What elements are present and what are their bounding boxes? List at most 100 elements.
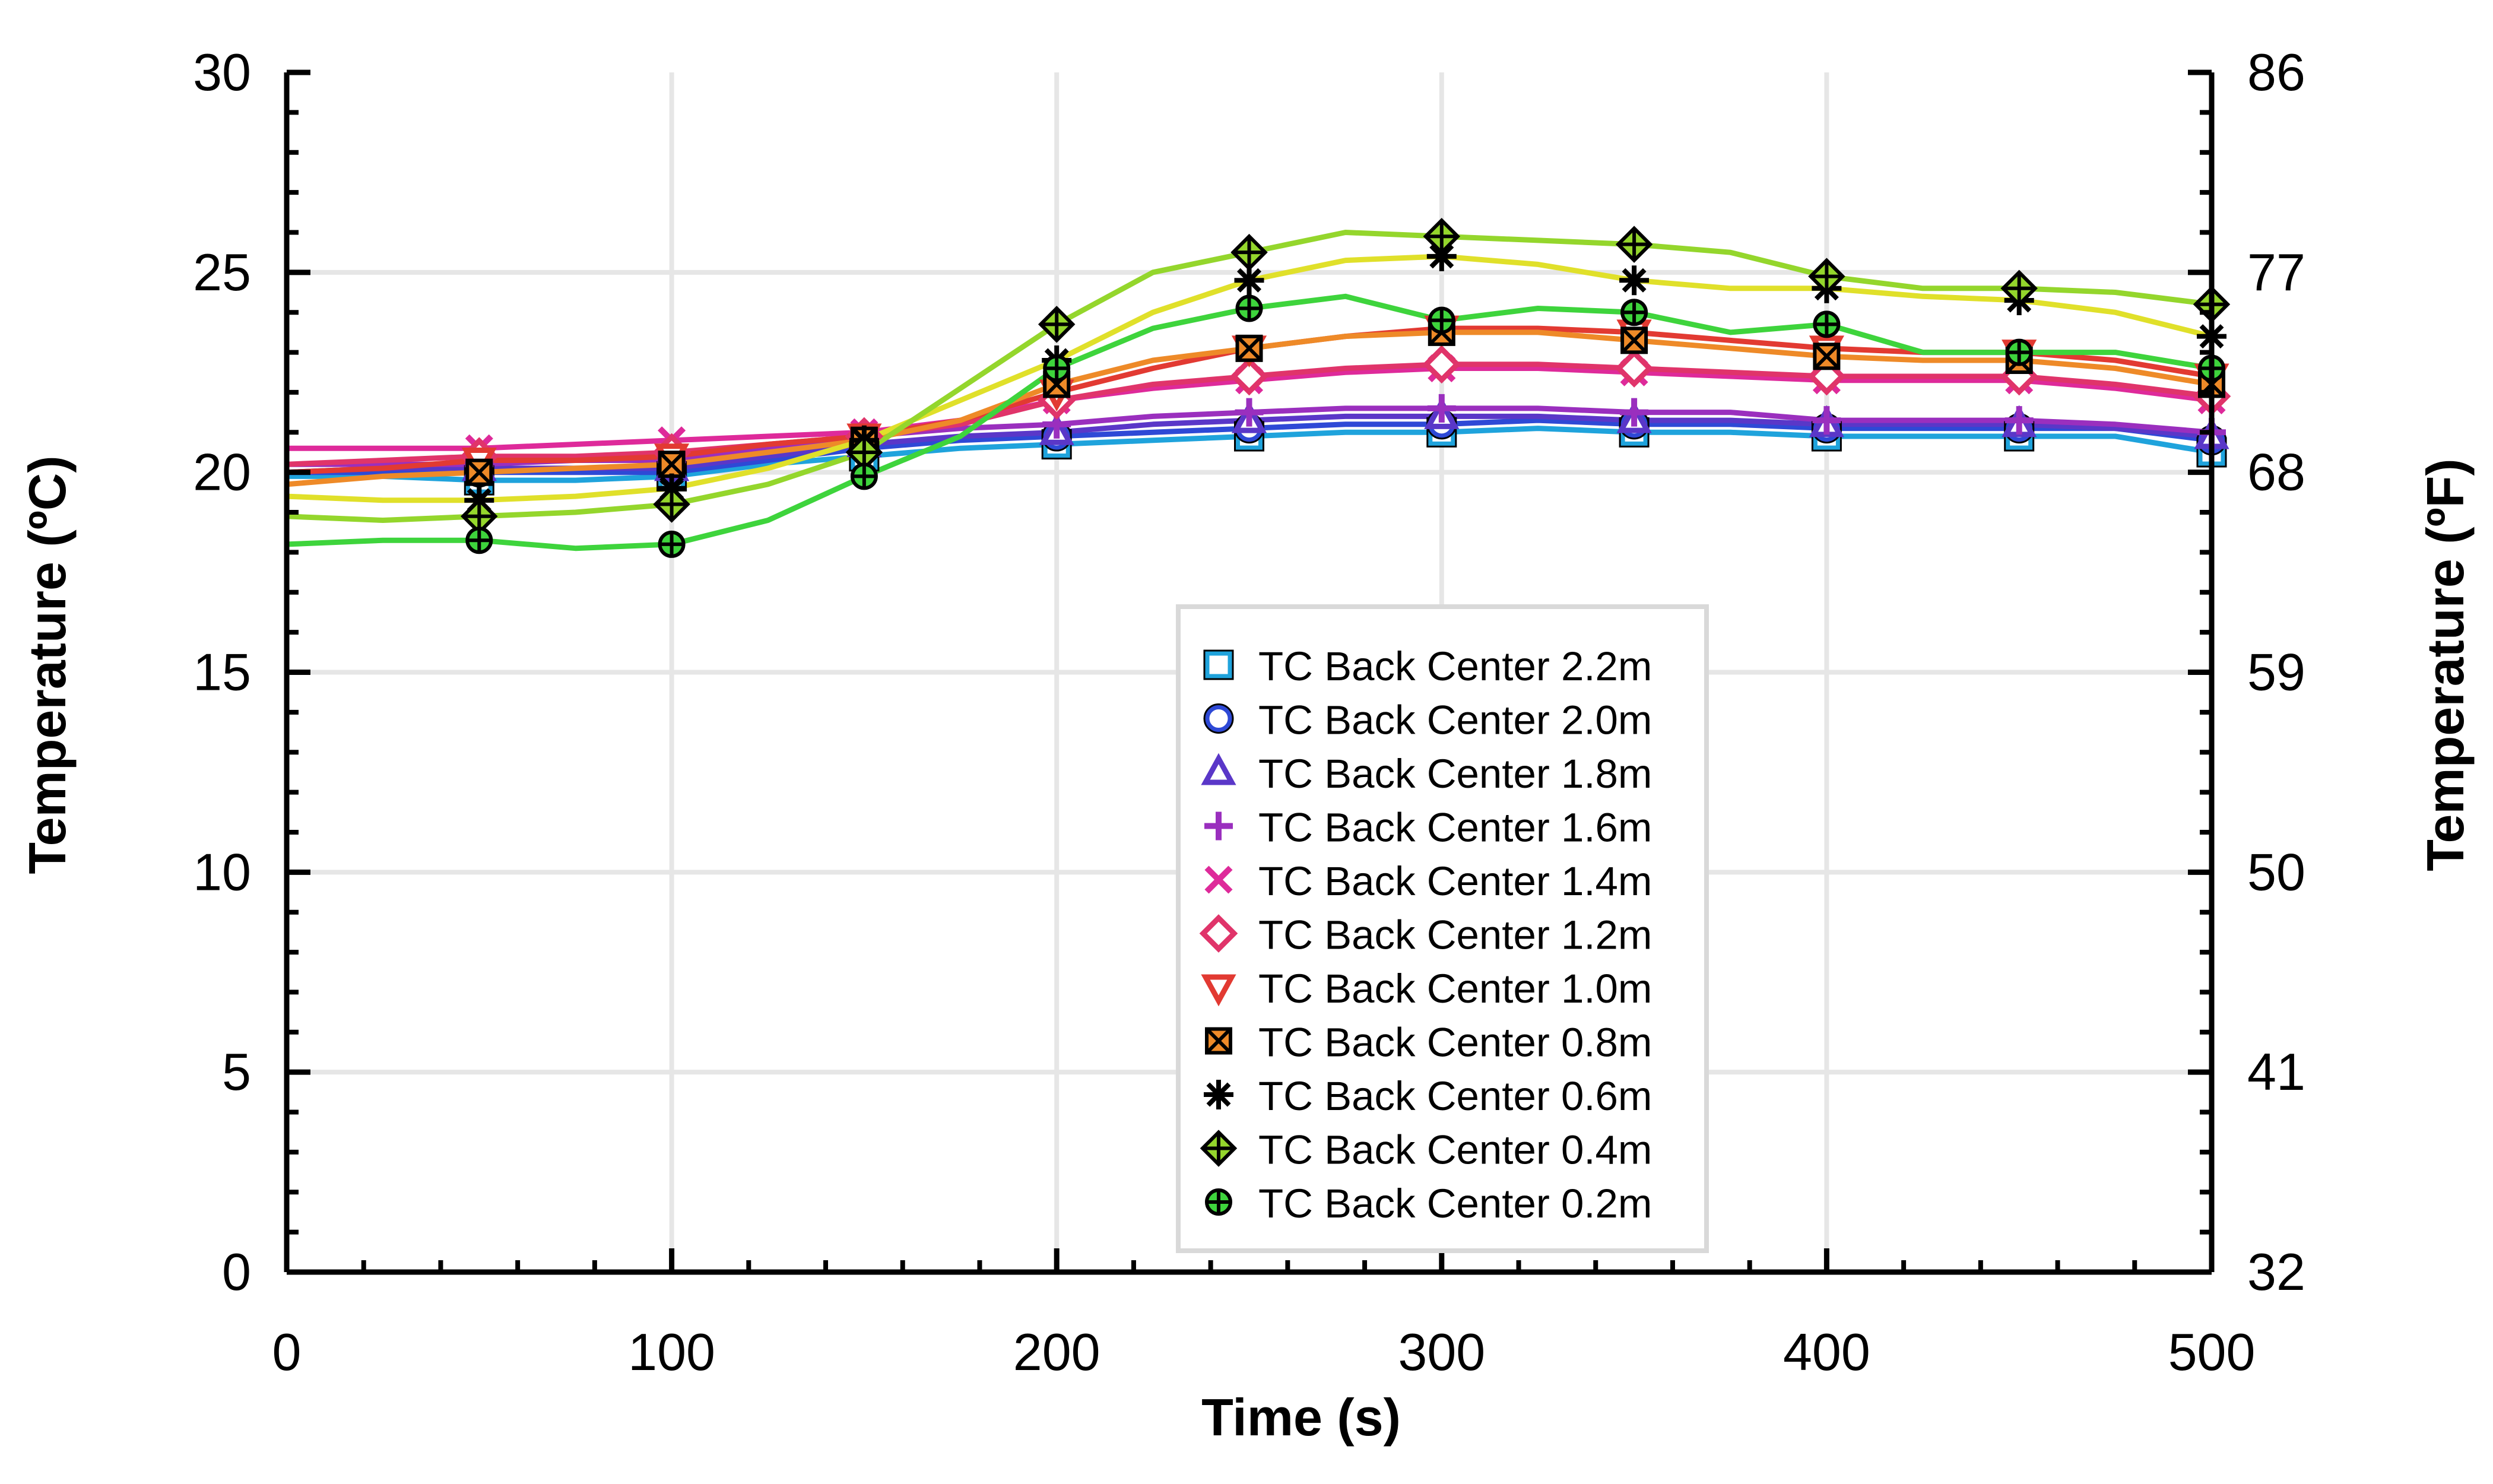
marker-circle-outline <box>1203 703 1234 734</box>
marker-square-x-b <box>1620 327 1648 354</box>
data-point-marker <box>465 458 493 486</box>
data-point-marker <box>658 451 686 478</box>
axis-ticks <box>284 69 2215 1275</box>
data-point-marker <box>1813 310 1841 338</box>
marker-diamond <box>1615 349 1654 388</box>
x-tick-label: 0 <box>272 1323 302 1381</box>
data-point-marker <box>1427 394 1456 423</box>
y-axis-label-left: Temperature (ºC) <box>18 455 77 874</box>
data-point-marker <box>1615 226 1653 263</box>
marker-triangle <box>1201 753 1236 785</box>
legend-marker <box>1204 811 1233 841</box>
legend-item: TC Back Center 2.2m <box>1203 643 1652 689</box>
marker-triangle-down <box>1201 974 1236 1007</box>
legend-label: TC Back Center 1.2m <box>1258 912 1652 958</box>
marker-square <box>1204 650 1233 680</box>
y-tick-label-left: 25 <box>193 243 251 302</box>
y-tick-label-left: 5 <box>222 1042 251 1101</box>
data-point-marker <box>1620 326 1648 354</box>
legend-marker <box>1203 703 1234 734</box>
legend-item: TC Back Center 0.6m <box>1204 1073 1652 1119</box>
y-tick-label-right: 59 <box>2247 643 2305 702</box>
y-tick-label-left: 10 <box>193 842 251 901</box>
legend-label: TC Back Center 0.6m <box>1258 1073 1652 1119</box>
marker-square-x-b <box>1236 335 1263 362</box>
legend-label: TC Back Center 2.0m <box>1258 697 1652 743</box>
legend-item: TC Back Center 1.4m <box>1204 858 1652 904</box>
legend-label: TC Back Center 0.2m <box>1258 1181 1652 1226</box>
data-point-marker <box>2005 338 2033 366</box>
data-point-marker <box>658 530 686 558</box>
legend-marker <box>1203 649 1234 680</box>
data-point-marker <box>1235 398 1264 427</box>
marker-diamond <box>1199 914 1238 953</box>
legend-item: TC Back Center 1.8m <box>1201 751 1652 797</box>
marker-square-outline <box>1203 649 1234 680</box>
legend-item: TC Back Center 0.4m <box>1200 1127 1652 1173</box>
y-tick-label-right: 86 <box>2247 43 2305 102</box>
y-tick-label-left: 15 <box>193 643 251 702</box>
series-markers-11 <box>465 294 2225 558</box>
legend-marker <box>1201 753 1236 785</box>
legend-label: TC Back Center 0.4m <box>1258 1127 1652 1173</box>
legend-label: TC Back Center 1.4m <box>1258 858 1652 904</box>
data-point-marker <box>1423 217 1461 255</box>
x-axis-label: Time (s) <box>1201 1388 1401 1447</box>
data-point-marker <box>1235 334 1263 362</box>
data-point-marker <box>1422 345 1461 384</box>
legend-label: TC Back Center 1.6m <box>1258 805 1652 851</box>
legend-item: TC Back Center 1.2m <box>1199 912 1652 958</box>
marker-asterisk-arm <box>1622 268 1647 293</box>
data-point-marker <box>1230 357 1268 396</box>
data-point-marker <box>2004 406 2034 435</box>
legend-marker <box>1199 914 1238 953</box>
legend-item: TC Back Center 1.0m <box>1201 966 1652 1011</box>
data-point-marker <box>2000 269 2038 307</box>
legend: TC Back Center 2.2m TC Back Center 2.0m TC… <box>1176 604 1709 1253</box>
marker-square-x-b <box>658 451 685 478</box>
data-point-marker <box>1812 406 1841 435</box>
data-point-marker <box>1038 306 1076 343</box>
marker-square-x-b <box>466 459 493 486</box>
marker-x-b <box>1204 865 1233 894</box>
data-point-marker <box>1235 294 1263 322</box>
legend-marker <box>1204 865 1233 894</box>
legend-marker <box>1205 1188 1232 1216</box>
marker-asterisk-arm <box>1236 268 1262 293</box>
data-point-marker <box>1234 265 1264 296</box>
y-tick-label-left: 30 <box>193 43 251 102</box>
y-tick-label-right: 77 <box>2247 243 2305 302</box>
legend-item: TC Back Center 0.2m <box>1205 1181 1652 1226</box>
legend-marker <box>1204 1080 1233 1109</box>
data-point-marker <box>653 486 690 523</box>
legend-marker <box>1201 974 1236 1007</box>
legend-label: TC Back Center 1.0m <box>1258 966 1652 1011</box>
y-tick-label-right: 50 <box>2247 842 2305 901</box>
legend-marker <box>1205 1027 1232 1055</box>
y-tick-label-right: 41 <box>2247 1042 2305 1101</box>
y-tick-label-left: 0 <box>222 1242 251 1301</box>
y-axis-label-right: Temperature (ºF) <box>2416 458 2475 871</box>
data-point-marker <box>1813 343 1841 370</box>
legend-marker <box>1200 1130 1238 1167</box>
legend-label: TC Back Center 0.8m <box>1258 1020 1652 1066</box>
x-tick-label: 100 <box>628 1323 715 1381</box>
data-point-marker <box>1620 398 1649 427</box>
data-point-marker <box>1615 349 1654 388</box>
legend-label: TC Back Center 2.2m <box>1258 643 1652 689</box>
x-tick-label: 400 <box>1783 1323 1870 1381</box>
legend-label: TC Back Center 1.8m <box>1258 751 1652 797</box>
y-tick-label-left: 20 <box>193 443 251 502</box>
data-point-marker <box>1620 299 1648 326</box>
marker-asterisk-arm <box>1429 244 1454 269</box>
x-tick-label: 300 <box>1398 1323 1485 1381</box>
x-tick-label: 200 <box>1013 1323 1100 1381</box>
legend-item: TC Back Center 0.8m <box>1205 1020 1652 1066</box>
axis-tick-labels: 0 100 200 300 400 500 0 5 10 15 20 25 30 32 41 50 59 68 77… <box>193 43 2305 1381</box>
legend-item: TC Back Center 2.0m <box>1203 697 1652 743</box>
data-point-marker <box>1043 354 1071 382</box>
legend-box <box>1176 604 1709 1253</box>
data-point-marker <box>1619 265 1650 296</box>
data-point-marker <box>1808 258 1845 295</box>
